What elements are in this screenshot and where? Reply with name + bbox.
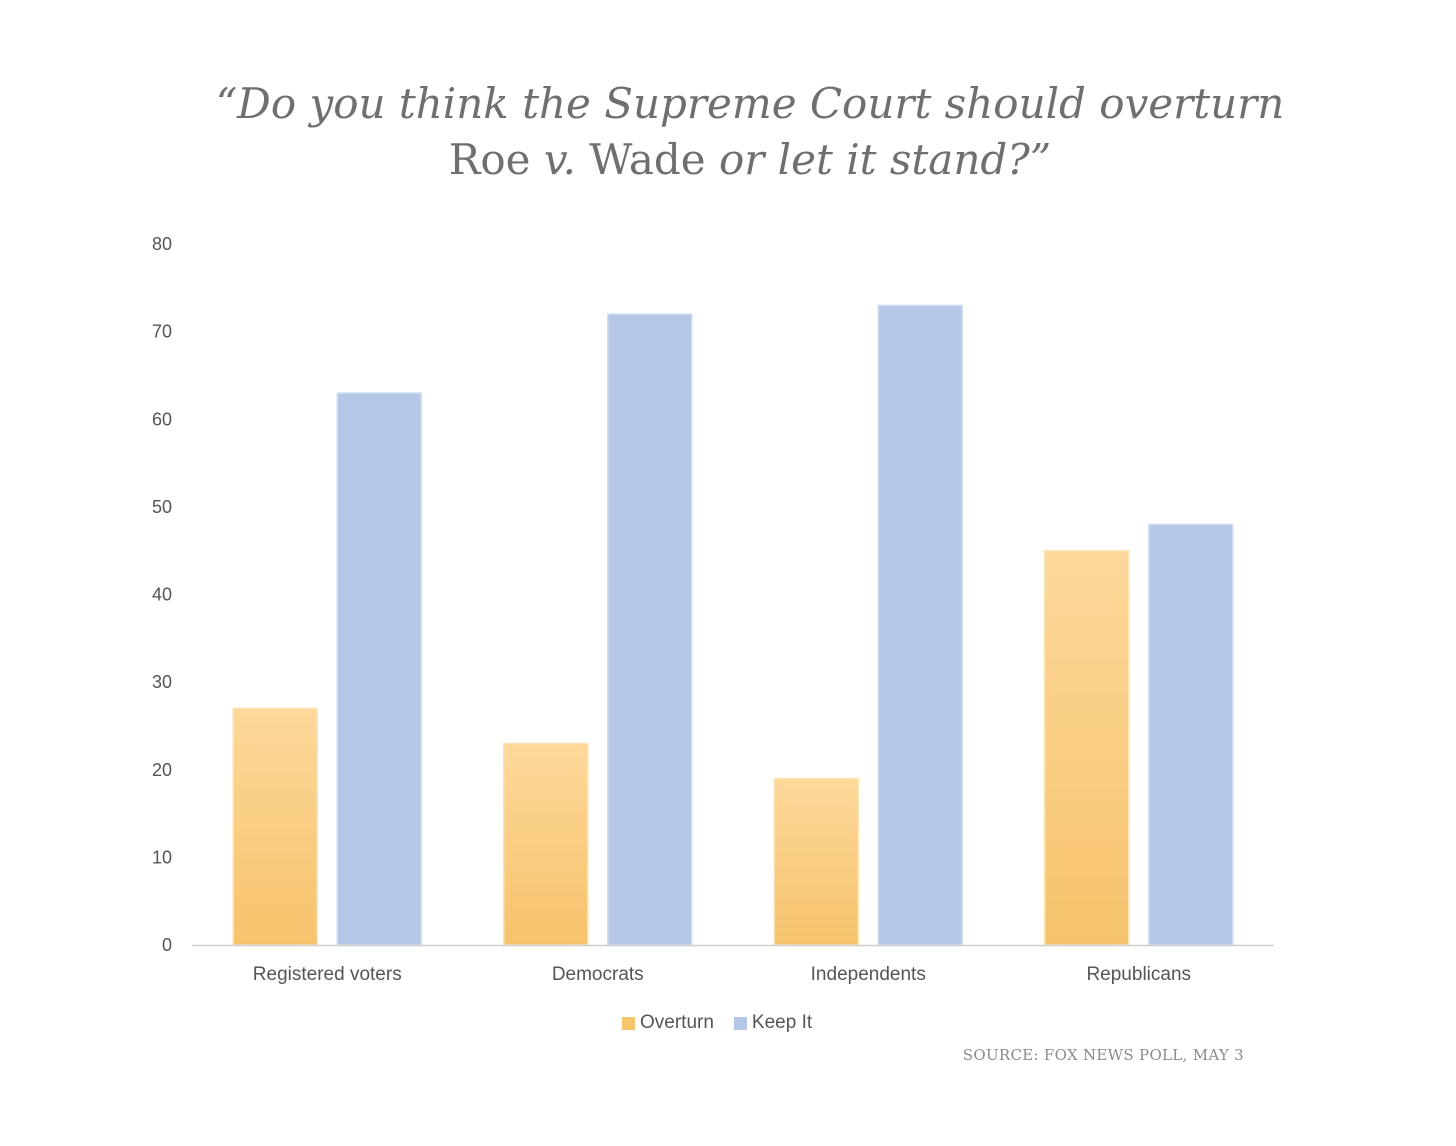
y-tick-label: 10 (152, 847, 172, 867)
y-tick-label: 70 (152, 322, 172, 342)
legend-item-keep-it: Keep It (733, 1012, 813, 1034)
y-tick-label: 30 (152, 672, 172, 692)
bar-overturn-independents (773, 777, 859, 946)
title-line-1: “Do you think the Supreme Court should o… (215, 79, 1285, 128)
legend-label-overturn: Overturn (640, 1012, 714, 1033)
bar-keep-it-independents (877, 304, 963, 946)
y-tick-label: 60 (152, 409, 172, 429)
y-tick-label: 0 (162, 935, 172, 955)
y-axis-ticks: 0 10 20 30 40 50 60 70 80 (152, 234, 172, 955)
bar-overturn-registered-voters (232, 707, 318, 946)
legend-swatch-overturn (622, 1016, 635, 1030)
chart-title: “Do you think the Supreme Court should o… (0, 76, 1456, 188)
y-tick-label: 80 (152, 234, 172, 254)
legend-item-overturn: Overturn (622, 1012, 714, 1034)
bar-overturn-republicans (1044, 549, 1130, 946)
x-tick-label: Independents (811, 964, 926, 985)
y-tick-label: 40 (152, 585, 172, 605)
title-line-2: Roe v. Wade or let it stand?” (448, 135, 1052, 184)
legend-swatch-keep-it (733, 1016, 747, 1030)
bar-overturn-democrats (503, 742, 589, 946)
x-tick-label: Registered voters (253, 964, 402, 985)
bars (232, 304, 1234, 946)
source-note: SOURCE: FOX NEWS POLL, MAY 3 (962, 1046, 1244, 1064)
bar-keep-it-democrats (607, 313, 693, 946)
legend-label-keep-it: Keep It (751, 1012, 813, 1033)
y-tick-label: 20 (152, 760, 172, 780)
bar-keep-it-registered-voters (336, 392, 422, 946)
y-tick-label: 50 (152, 497, 172, 517)
x-tick-label: Republicans (1086, 964, 1191, 985)
x-tick-label: Democrats (552, 964, 644, 985)
x-axis-labels: Registered voters Democrats Independents Re… (253, 964, 1191, 985)
bar-keep-it-republicans (1148, 523, 1234, 946)
legend: Overturn Keep It (622, 1012, 812, 1034)
